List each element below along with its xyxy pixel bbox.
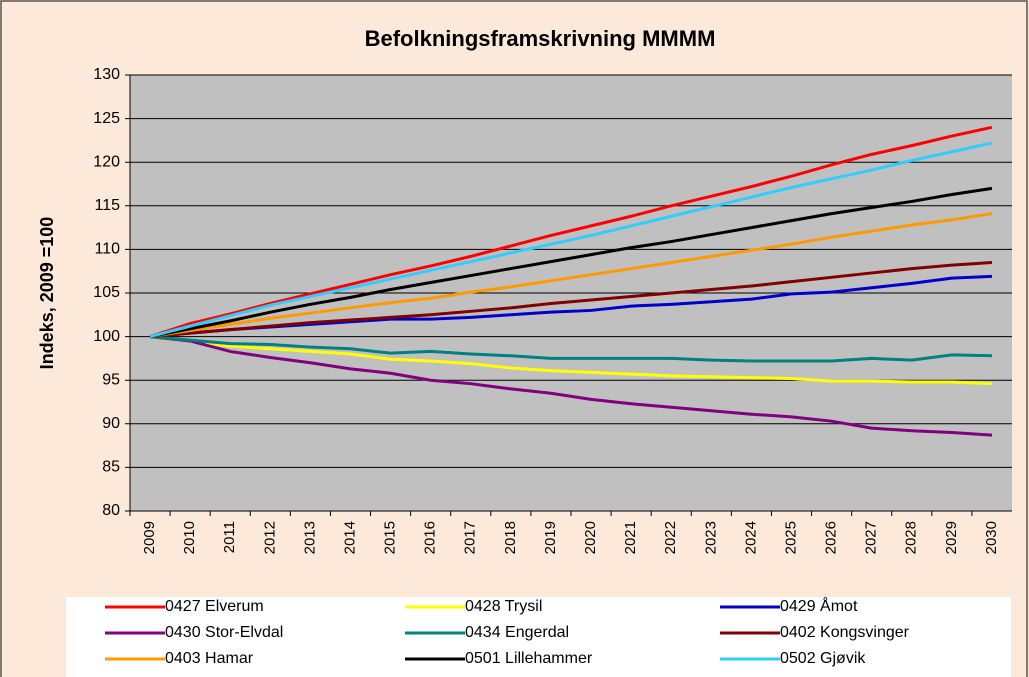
x-tick-label: 2015 <box>382 521 399 554</box>
y-tick-label: 110 <box>94 241 120 258</box>
series-line <box>149 186 993 339</box>
legend-label: 0429 Åmot <box>780 596 858 615</box>
legend-label: 0403 Hamar <box>165 650 254 667</box>
x-tick-label: 2026 <box>823 521 840 554</box>
x-tick-label: 2017 <box>462 521 479 554</box>
legend <box>66 597 1011 677</box>
series-line <box>149 141 993 339</box>
x-tick-label: 2012 <box>261 521 278 554</box>
x-tick-label: 2011 <box>221 521 238 553</box>
y-tick-label: 105 <box>93 284 120 301</box>
y-tick-label: 95 <box>102 371 120 388</box>
x-tick-label: 2021 <box>622 521 639 554</box>
legend-label: 0402 Kongsvinger <box>780 624 910 641</box>
x-tick-label: 2023 <box>702 521 719 554</box>
y-tick-label: 115 <box>94 197 120 214</box>
legend-label: 0428 Trysil <box>465 598 542 615</box>
legend-label: 0427 Elverum <box>165 598 264 615</box>
chart-title: Befolkningsframskrivning MMMM <box>365 26 716 51</box>
legend-label: 0430 Stor-Elvdal <box>165 624 283 641</box>
x-tick-label: 2013 <box>301 521 318 554</box>
y-tick-label: 80 <box>102 502 120 519</box>
x-tick-label: 2010 <box>181 521 198 554</box>
x-tick-label: 2027 <box>863 521 880 554</box>
y-tick-label: 120 <box>93 153 120 170</box>
y-tick-label: 130 <box>93 66 120 83</box>
legend-label: 0434 Engerdal <box>465 624 569 641</box>
x-tick-label: 2025 <box>782 521 799 554</box>
legend-label: 0502 Gjøvik <box>780 650 866 667</box>
x-tick-label: 2030 <box>983 521 1000 554</box>
series-line <box>149 335 992 363</box>
y-tick-label: 125 <box>93 110 120 127</box>
series-line <box>149 335 993 437</box>
y-tick-label: 100 <box>93 328 120 345</box>
y-axis-label: Indeks, 2009 =100 <box>37 217 57 370</box>
x-tick-label: 2009 <box>141 521 158 554</box>
x-tick-label: 2028 <box>903 521 920 554</box>
y-tick-label: 90 <box>102 415 120 432</box>
y-tick-label: 85 <box>102 459 120 476</box>
x-tick-label: 2029 <box>943 521 960 554</box>
x-tick-label: 2014 <box>341 521 358 554</box>
x-tick-label: 2018 <box>502 521 519 554</box>
legend-label: 0501 Lillehammer <box>465 650 593 667</box>
x-tick-label: 2016 <box>422 521 439 554</box>
series-line <box>149 260 993 339</box>
x-tick-label: 2020 <box>582 521 599 554</box>
x-tick-label: 2019 <box>542 521 559 554</box>
series-line <box>149 125 993 339</box>
series-line <box>149 212 993 339</box>
x-tick-label: 2022 <box>662 521 679 554</box>
x-tick-label: 2024 <box>742 521 759 554</box>
series-line <box>149 335 993 386</box>
